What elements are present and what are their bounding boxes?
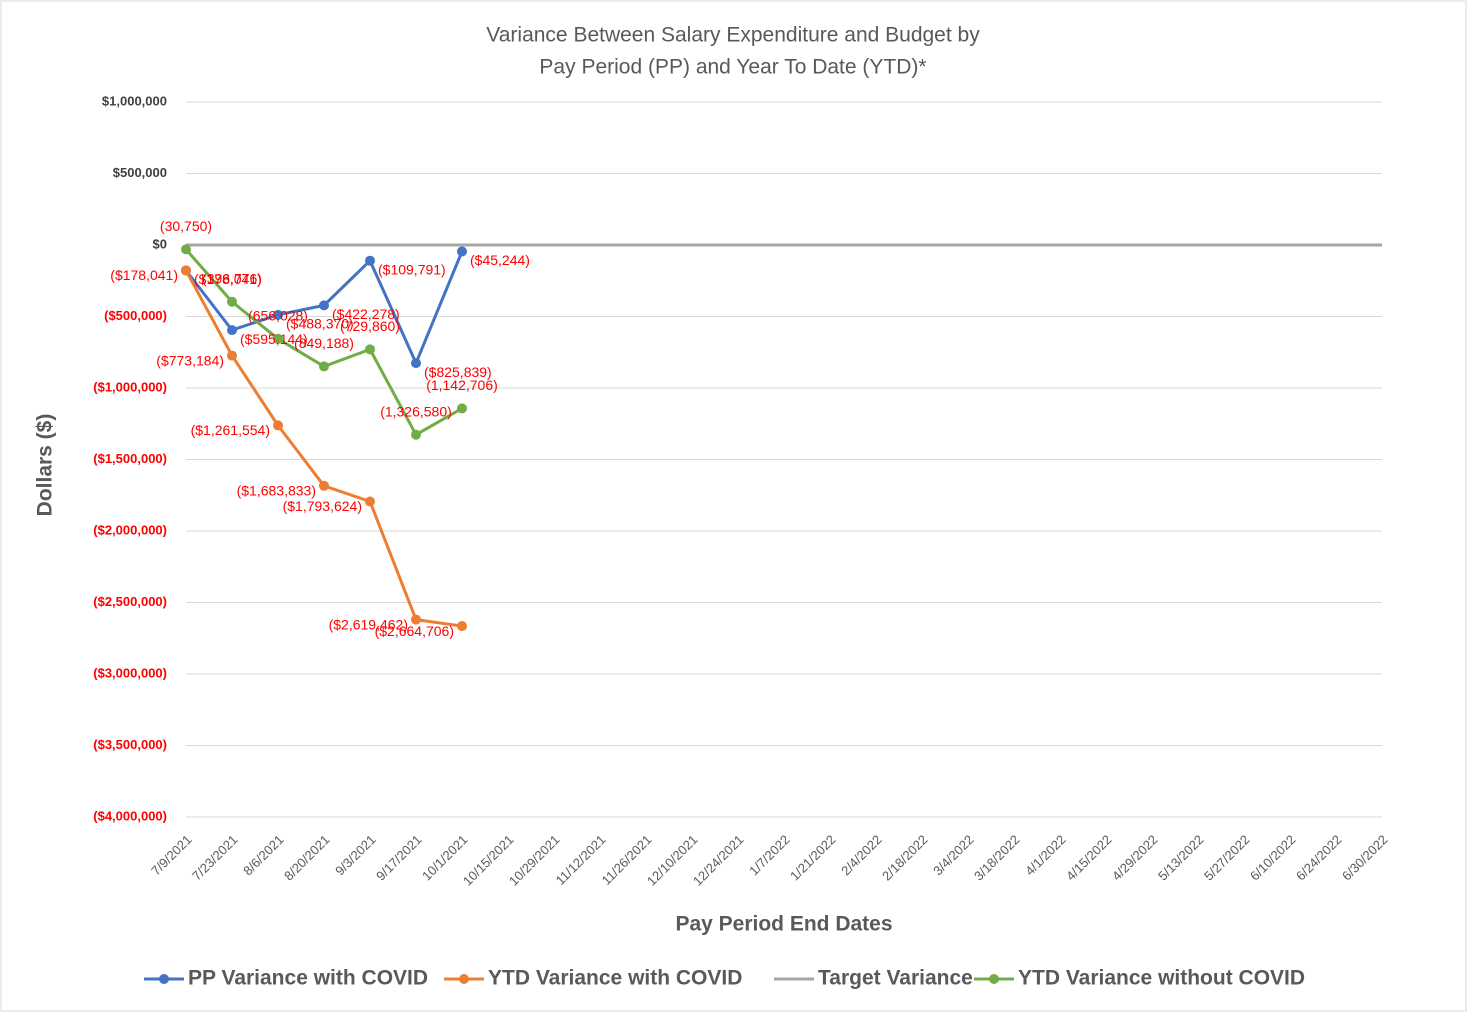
y-tick-label: $1,000,000 [102, 93, 167, 108]
data-point [319, 361, 329, 372]
y-tick-label: $500,000 [113, 165, 167, 180]
data-label: ($2,664,706) [375, 623, 454, 639]
data-point [457, 621, 467, 632]
data-point [457, 403, 467, 414]
data-label: (849,188) [294, 335, 354, 351]
data-label: ($595,144) [240, 331, 308, 347]
data-point [227, 350, 237, 361]
data-label: (656,028) [248, 308, 308, 324]
y-tick-label: ($4,000,000) [93, 808, 167, 823]
data-point [227, 296, 237, 307]
legend-label: Target Variance [818, 967, 973, 990]
data-point [273, 420, 283, 431]
legend-label: PP Variance with COVID [188, 967, 428, 990]
y-tick-label: ($1,500,000) [93, 451, 167, 466]
chart-title: Pay Period (PP) and Year To Date (YTD)* [539, 56, 926, 79]
data-label: ($773,184) [156, 352, 224, 368]
data-point [411, 429, 421, 440]
data-point [181, 265, 191, 276]
data-label: ($1,793,624) [283, 498, 362, 514]
y-tick-label: ($500,000) [104, 308, 167, 323]
y-tick-label: ($2,500,000) [93, 594, 167, 609]
data-label: ($488,370) [286, 316, 354, 332]
data-label: (1,142,706) [426, 377, 498, 393]
data-label: (729,860) [340, 318, 400, 334]
legend-label: YTD Variance with COVID [488, 967, 742, 990]
data-point [457, 246, 467, 257]
y-tick-label: ($1,000,000) [93, 379, 167, 394]
data-label: ($178,041) [110, 267, 178, 283]
data-point [365, 344, 375, 355]
y-axis-title: Dollars ($) [34, 414, 57, 517]
data-label: ($2,619,462) [329, 616, 408, 632]
data-point [365, 496, 375, 507]
chart-title: Variance Between Salary Expenditure and … [486, 24, 980, 47]
data-point [411, 358, 421, 369]
legend-marker [989, 974, 999, 984]
data-label: ($178,041) [194, 271, 262, 287]
data-label: ($45,244) [470, 252, 530, 268]
y-tick-label: $0 [153, 236, 167, 251]
data-label: (1,326,580) [380, 403, 452, 419]
data-point [319, 480, 329, 491]
data-label: (30,750) [160, 218, 212, 234]
y-tick-label: ($3,500,000) [93, 737, 167, 752]
y-tick-label: ($2,000,000) [93, 522, 167, 537]
data-label: ($1,261,554) [191, 422, 270, 438]
data-label: ($422,278) [332, 306, 400, 322]
x-axis-title: Pay Period End Dates [675, 913, 892, 936]
y-tick-label: ($3,000,000) [93, 665, 167, 680]
data-point [227, 325, 237, 336]
data-label: ($109,791) [378, 261, 446, 277]
data-point [365, 255, 375, 266]
data-label: ($825,839) [424, 364, 492, 380]
data-point [411, 614, 421, 625]
data-point [181, 244, 191, 255]
legend: PP Variance with COVID YTD Variance with … [144, 967, 1305, 990]
data-point [319, 300, 329, 311]
data-point [273, 333, 283, 344]
legend-label: YTD Variance without COVID [1018, 967, 1305, 990]
data-point [273, 309, 283, 320]
data-label: (396,776) [202, 270, 262, 286]
legend-marker [159, 974, 169, 984]
data-label: ($1,683,833) [237, 482, 316, 498]
legend-marker [459, 974, 469, 984]
